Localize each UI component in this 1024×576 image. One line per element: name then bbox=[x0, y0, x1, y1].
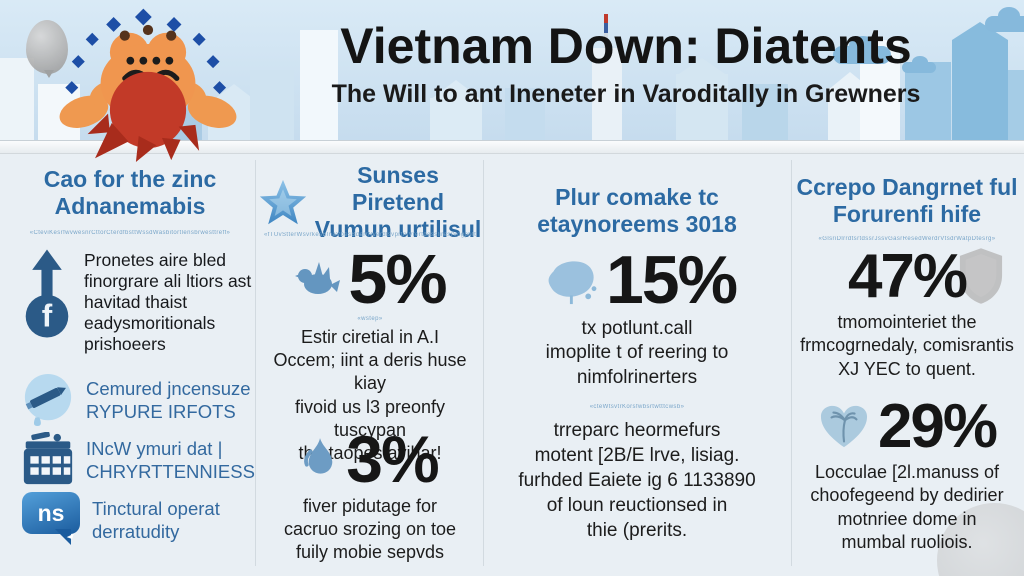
list-item: Cemured jncensuze RYPURE IRFOTS bbox=[22, 372, 254, 428]
splash-icon bbox=[538, 254, 598, 306]
stat-value: 29% bbox=[877, 392, 998, 461]
building-silhouette bbox=[742, 84, 788, 140]
column-heading: Ccrepo Dangrnet ful Forurenfi hife bbox=[796, 174, 1018, 228]
pen-circle-icon bbox=[22, 372, 74, 428]
item-text: Tinctural operat derratudity bbox=[92, 498, 220, 543]
shield-icon bbox=[958, 246, 1004, 306]
item-text: INcW ymuri dat | CHRYRTTENNIESS bbox=[86, 438, 255, 483]
cloud bbox=[902, 55, 936, 73]
column-heading: Sunses Piretend Vumun urtilisul bbox=[314, 162, 482, 243]
column-cao-zinc: Cao for the zinc Adnanemabis «CteviKesrf… bbox=[6, 154, 255, 576]
stat-block: 3% fiver pidutage for cacruo srozing on … bbox=[258, 422, 482, 565]
column-plur-comake: Plur comake tc etaynoreems 3018 15% tx p… bbox=[486, 154, 788, 576]
stat-row: 29% bbox=[794, 392, 1020, 461]
chat-bubble-icon: ns bbox=[22, 492, 80, 545]
stat-block: 47% tmomointeriet the frmcogrnedaly, com… bbox=[794, 242, 1020, 381]
stat-value: 15% bbox=[605, 242, 738, 318]
column-heading: Cao for the zinc Adnanemabis bbox=[43, 166, 217, 220]
stat-block: 15% tx potlunt.call imoplite t of reerin… bbox=[486, 242, 788, 391]
building-silhouette bbox=[905, 62, 951, 140]
column-heading: Plur comake tc etaynoreems 3018 bbox=[537, 184, 737, 238]
stat-text: tmomointeriet the frmcogrnedaly, comisra… bbox=[800, 311, 1014, 379]
column-divider bbox=[255, 160, 256, 566]
stat-text: Locculae [2l.manuss of choofegeend by de… bbox=[810, 461, 1004, 553]
body-paragraph: trreparc heormefurs motent [2B/E lrve, l… bbox=[518, 420, 756, 542]
star-icon bbox=[258, 178, 308, 228]
ornament-divider: «fTUvStterWsvrkesBlnaVbesBderrNverdlsvpr… bbox=[264, 232, 476, 238]
building-silhouette bbox=[676, 74, 728, 140]
building-silhouette bbox=[300, 30, 338, 140]
list-item: INcW ymuri dat | CHRYRTTENNIESS bbox=[22, 432, 255, 486]
page-title: Vietnam Down: Diatents bbox=[340, 18, 912, 74]
tower-antenna bbox=[604, 14, 608, 50]
bird-icon bbox=[294, 259, 341, 299]
list-item: ns Tinctural operat derratudity bbox=[22, 492, 254, 545]
list-item: f Pronetes aire bled finorgrare ali ltio… bbox=[22, 248, 254, 355]
stat-block: 5% «wstep» Estir ciretial in A.I Occem; … bbox=[258, 240, 482, 466]
item-text: Cemured jncensuze RYPURE IRFOTS bbox=[86, 378, 251, 423]
crab-mascot bbox=[50, 4, 246, 162]
stat-text: tx potlunt.call imoplite t of reering to… bbox=[545, 317, 729, 388]
balloon-icon bbox=[26, 20, 68, 78]
stat-text: Estir ciretial in A.I Occem; iint a deri… bbox=[273, 326, 467, 464]
stat-row: 5% bbox=[258, 240, 482, 318]
stat-block: 29% Locculae [2l.manuss of choofegeend b… bbox=[794, 392, 1020, 554]
svg-text:f: f bbox=[42, 298, 53, 333]
title-block: Vietnam Down: Diatents The Will to ant I… bbox=[238, 20, 1014, 109]
stat-value: 5% bbox=[348, 240, 447, 318]
building-silhouette bbox=[1008, 70, 1024, 140]
building-silhouette bbox=[430, 98, 482, 140]
building-silhouette bbox=[0, 58, 34, 140]
building-silhouette bbox=[952, 40, 1008, 140]
stat-value: 3% bbox=[346, 422, 439, 496]
stat-row: 3% bbox=[258, 422, 482, 496]
calendar-icon bbox=[22, 432, 74, 486]
heart-palm-icon bbox=[818, 403, 870, 451]
column-sunses-piretend: Sunses Piretend Vumun urtilisul «fTUvStt… bbox=[258, 154, 482, 576]
stats-panel: Cao for the zinc Adnanemabis «CteviKesrf… bbox=[0, 154, 1024, 576]
chat-bubble-label: ns bbox=[37, 499, 65, 526]
growth-arrow-icon: f bbox=[22, 248, 72, 340]
column-divider bbox=[791, 160, 792, 566]
column-ccrepo-dangrnet: Ccrepo Dangrnet ful Forurenfi hife «Glsr… bbox=[794, 154, 1020, 576]
cloud bbox=[833, 36, 891, 64]
ornament-divider: «cteWtsvtrKorsfwbsrtwtttcwsb» bbox=[589, 404, 685, 410]
item-text: Pronetes aire bled finorgrare ali ltiors… bbox=[84, 250, 252, 354]
ornament-divider: «CteviKesrfwvwesnrCttorCterdfbsttWssdWas… bbox=[29, 230, 231, 236]
sparkle-diamonds bbox=[65, 8, 227, 95]
ornament-divider: «GlsriDlrrdtsrtdssrJssvGasrResedWerdrVts… bbox=[818, 236, 996, 242]
stat-row: 15% bbox=[486, 242, 788, 318]
column-heading-row: Sunses Piretend Vumun urtilisul bbox=[258, 162, 482, 243]
stat-value: 47% bbox=[847, 242, 968, 311]
cloud bbox=[985, 7, 1024, 32]
stat-row: 47% bbox=[794, 242, 1020, 311]
stat-text: fiver pidutage for cacruo srozing on toe… bbox=[283, 495, 457, 563]
column-divider bbox=[483, 160, 484, 566]
flame-icon bbox=[302, 436, 338, 482]
building-silhouette bbox=[592, 48, 622, 140]
building-silhouette bbox=[250, 70, 294, 140]
ornament-divider: «wstep» bbox=[357, 315, 383, 322]
page-subtitle: The Will to ant Ineneter in Varoditally … bbox=[331, 79, 921, 108]
wall-ledge bbox=[0, 140, 1024, 154]
building-silhouette bbox=[505, 88, 545, 140]
